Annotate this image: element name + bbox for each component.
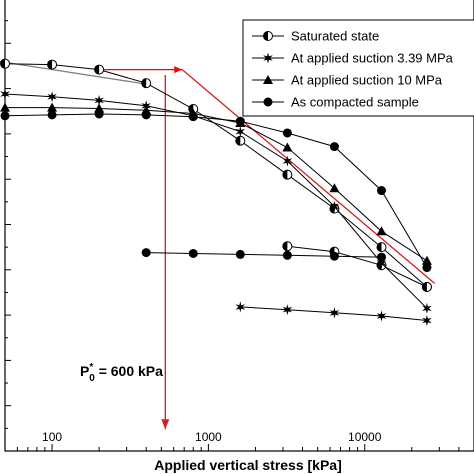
data-point <box>141 248 151 258</box>
data-point <box>94 94 104 106</box>
data-point <box>376 186 386 196</box>
data-point <box>263 97 273 107</box>
data-point <box>263 75 273 84</box>
data-point <box>376 310 387 322</box>
data-point <box>0 102 10 112</box>
data-point <box>141 78 152 89</box>
data-point <box>282 155 293 167</box>
data-point <box>422 263 432 273</box>
data-point <box>94 64 105 75</box>
series <box>0 102 432 265</box>
data-point <box>376 226 387 236</box>
series-line <box>4 63 428 288</box>
data-point <box>235 135 246 146</box>
x-axis-label: Applied vertical stress [kPa] <box>154 457 342 473</box>
data-point <box>0 111 10 121</box>
data-point <box>263 52 273 64</box>
data-point <box>329 200 340 212</box>
data-point <box>329 251 339 261</box>
data-point <box>376 252 386 262</box>
data-point <box>329 142 339 152</box>
legend-label: At applied suction 10 MPa <box>291 73 443 88</box>
data-point <box>47 91 57 103</box>
data-point <box>282 250 292 260</box>
x-axis-ticks: 100 1000 10000 <box>4 430 474 451</box>
legend-label: Saturated state <box>291 29 379 44</box>
data-point <box>329 183 340 193</box>
plot-area: 100 1000 10000 <box>0 0 474 452</box>
legend-items: Saturated state At applied suction 3.39 M… <box>252 29 454 110</box>
construction-lines <box>0 60 436 430</box>
data-point <box>0 58 10 69</box>
legend: Saturated state At applied suction 3.39 M… <box>242 19 474 117</box>
data-point <box>282 241 293 252</box>
data-point <box>422 315 432 326</box>
series-line <box>4 93 428 309</box>
p0-annotation-label: P* 0 = 600 kPa <box>80 362 163 384</box>
x-tick-label: 1000 <box>195 430 222 444</box>
data-point <box>376 242 387 253</box>
data-point <box>188 112 198 122</box>
data-point <box>47 110 57 120</box>
data-point <box>282 128 292 138</box>
data-point <box>235 126 246 138</box>
series-line <box>5 107 428 262</box>
construction-arrowhead <box>174 66 183 74</box>
series <box>0 88 432 326</box>
data-point <box>263 31 273 41</box>
data-point <box>0 88 10 100</box>
data-point <box>235 301 246 313</box>
series-line <box>146 252 382 258</box>
data-point <box>421 282 432 293</box>
data-point <box>47 102 58 112</box>
data-point <box>94 109 104 119</box>
x-tick-label: 100 <box>42 430 62 444</box>
data-point <box>282 142 293 152</box>
legend-label: At applied suction 3.39 MPa <box>291 51 454 66</box>
construction-arrowhead <box>161 419 170 430</box>
data-point <box>47 59 58 70</box>
legend-label: As compacted sample <box>291 95 419 110</box>
data-point <box>282 304 293 316</box>
p0-annotation: P* 0 = 600 kPa <box>80 362 163 384</box>
data-point <box>235 116 245 126</box>
construction-line <box>181 69 436 284</box>
series-layer <box>0 58 432 326</box>
x-tick-label: 10000 <box>348 430 382 444</box>
y-axis-ticks <box>5 20 11 452</box>
series-line <box>4 113 428 268</box>
data-point <box>282 169 293 180</box>
data-point <box>235 249 245 259</box>
series-line <box>287 245 428 288</box>
data-point <box>141 110 151 120</box>
data-point <box>376 257 387 269</box>
construction-line <box>0 60 147 85</box>
data-point <box>329 307 340 319</box>
series <box>0 109 432 273</box>
data-point <box>422 302 432 314</box>
data-point <box>188 248 198 258</box>
